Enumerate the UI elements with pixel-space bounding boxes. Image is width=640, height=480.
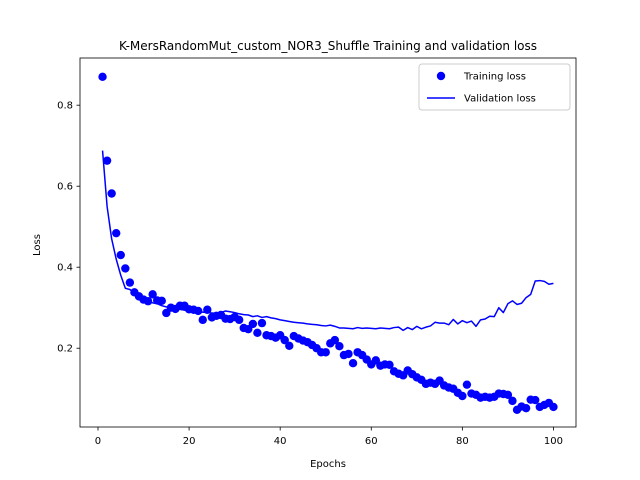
x-tick-label: 20 [183,436,196,447]
training-loss-point [157,296,166,306]
y-tick-label: 0.8 [57,101,73,112]
training-loss-point [330,335,340,345]
training-loss-point [344,349,353,359]
legend-box [418,63,571,111]
training-loss-point [198,315,207,325]
training-loss-point [531,395,540,405]
x-tick-label: 0 [95,436,101,447]
x-tick-label: 40 [274,436,287,447]
plot-area [79,57,577,428]
training-loss-point [107,189,116,198]
training-loss-point [234,315,244,325]
training-loss-point [503,390,513,399]
training-loss-point [521,403,531,413]
training-loss-point [462,380,472,389]
y-tick-label: 0.4 [57,263,73,274]
chart-title: K-MersRandomMut_custom_NOR3_Shuffle Trai… [119,39,537,53]
training-loss-point [98,72,107,82]
training-loss-point [112,228,121,238]
training-loss-point [121,264,130,273]
plot-frame [79,57,577,428]
x-axis: 0 20 40 60 80 100 [95,427,563,447]
training-loss-point [348,359,358,368]
legend: Training loss Validation loss [418,63,571,111]
legend-label: Validation loss [464,94,536,105]
x-tick-label: 80 [456,436,469,447]
series-group [98,72,558,414]
training-loss-point [280,335,289,345]
training-loss-point [125,278,135,287]
training-loss-point [193,306,203,316]
y-tick-label: 0.6 [57,182,73,193]
y-tick-label: 0.2 [57,344,73,355]
legend-marker-swatch [436,71,446,81]
x-tick-label: 60 [365,436,378,447]
training-loss-point [257,318,267,328]
training-loss-point [253,328,262,338]
training-loss-point [335,341,344,351]
x-tick-label: 100 [544,436,563,447]
training-loss-point [102,156,112,165]
training-loss-point [248,319,258,329]
y-axis-label: Loss [32,234,43,256]
training-loss-point [508,396,517,406]
training-loss-point [116,250,125,260]
legend-label: Training loss [463,72,526,83]
x-axis-label: Epochs [310,459,346,470]
training-loss-point [385,360,394,370]
training-loss-point [549,402,558,412]
validation-loss-line [101,150,554,332]
training-loss-point [458,391,467,401]
training-loss-point [148,290,157,299]
training-loss-point [285,341,294,350]
y-axis: 0.2 0.4 0.6 0.8 [57,101,80,355]
training-loss-point [321,348,330,357]
